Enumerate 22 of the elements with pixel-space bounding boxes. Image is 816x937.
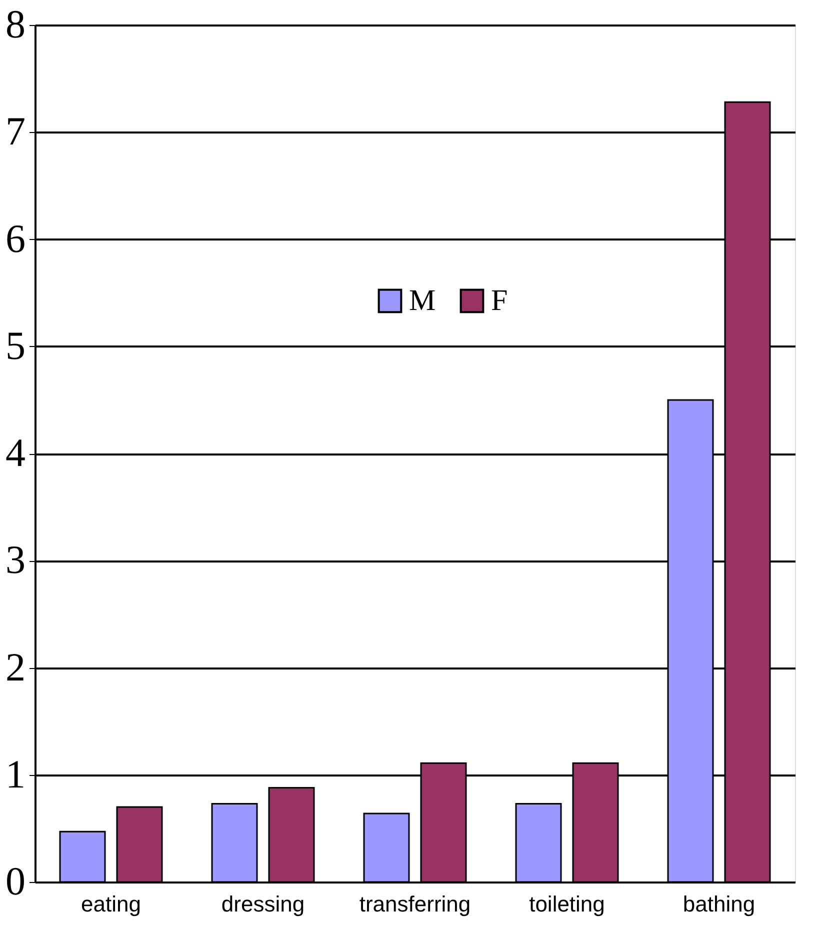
bar bbox=[363, 812, 410, 883]
x-tick-label: toileting bbox=[529, 892, 605, 916]
bar bbox=[515, 803, 562, 883]
legend-label: F bbox=[491, 284, 508, 317]
bar bbox=[116, 806, 163, 883]
x-tick-label: dressing bbox=[221, 892, 305, 916]
y-tick-label: 7 bbox=[6, 108, 26, 154]
x-tick-label: bathing bbox=[682, 892, 756, 916]
y-tick-label: 3 bbox=[6, 537, 26, 582]
bar bbox=[59, 830, 106, 883]
y-tick-label: 6 bbox=[6, 216, 26, 261]
bar bbox=[211, 803, 258, 883]
y-tick-label: 2 bbox=[6, 644, 26, 690]
bar bbox=[268, 786, 315, 883]
x-tick-label: transferring bbox=[359, 892, 471, 916]
y-tick-label: 8 bbox=[6, 2, 26, 46]
y-tick-label: 4 bbox=[6, 430, 26, 475]
y-tick-label: 5 bbox=[6, 322, 26, 368]
y-tick-label: 0 bbox=[6, 858, 26, 904]
x-tick-label: eating bbox=[81, 892, 141, 916]
y-tick-label: 1 bbox=[6, 751, 26, 796]
legend-label: M bbox=[409, 284, 436, 317]
